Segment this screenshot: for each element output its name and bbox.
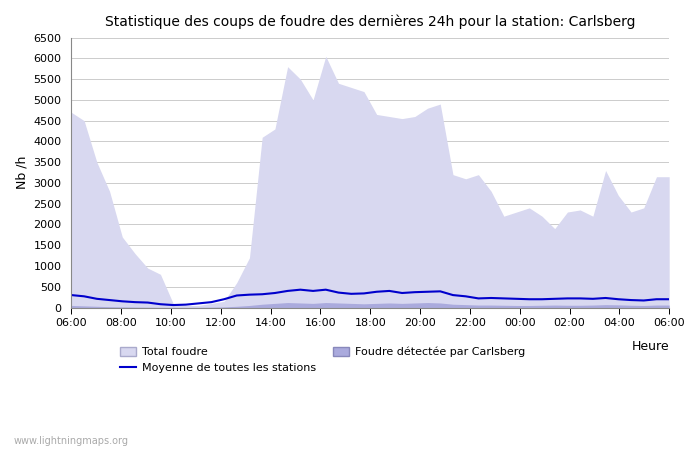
Title: Statistique des coups de foudre des dernières 24h pour la station: Carlsberg: Statistique des coups de foudre des dern… xyxy=(105,15,636,30)
Text: Heure: Heure xyxy=(631,340,669,353)
Y-axis label: Nb /h: Nb /h xyxy=(15,156,28,189)
Text: www.lightningmaps.org: www.lightningmaps.org xyxy=(14,436,129,446)
Legend: Total foudre, Moyenne de toutes les stations, Foudre détectée par Carlsberg: Total foudre, Moyenne de toutes les stat… xyxy=(116,342,530,378)
